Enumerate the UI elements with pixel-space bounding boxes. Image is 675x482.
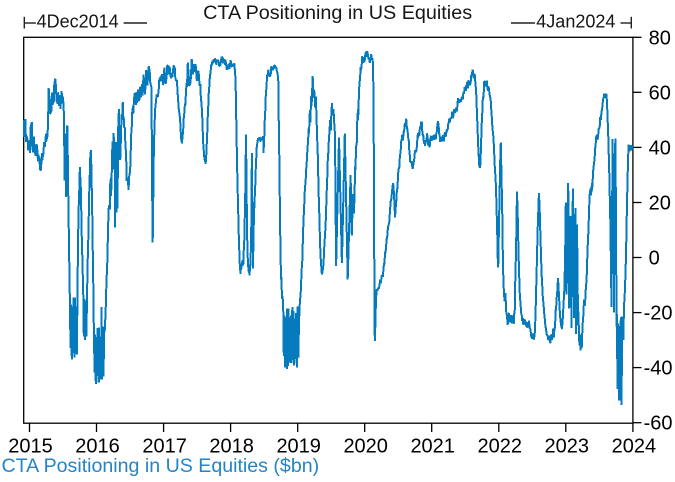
svg-text:2020: 2020 bbox=[343, 436, 388, 458]
svg-text:2016: 2016 bbox=[75, 436, 120, 458]
svg-text:2018: 2018 bbox=[209, 436, 254, 458]
svg-text:40: 40 bbox=[649, 137, 671, 159]
svg-text:2019: 2019 bbox=[276, 436, 321, 458]
svg-text:-60: -60 bbox=[644, 413, 673, 435]
svg-text:2015: 2015 bbox=[8, 436, 53, 458]
svg-text:20: 20 bbox=[649, 193, 671, 215]
svg-text:-40: -40 bbox=[644, 358, 673, 380]
svg-text:60: 60 bbox=[649, 82, 671, 104]
svg-text:2017: 2017 bbox=[142, 436, 187, 458]
svg-text:2023: 2023 bbox=[545, 436, 590, 458]
svg-text:2024: 2024 bbox=[612, 436, 657, 458]
svg-text:4Jan2024: 4Jan2024 bbox=[536, 12, 615, 32]
svg-text:-20: -20 bbox=[644, 303, 673, 325]
svg-text:80: 80 bbox=[649, 27, 671, 49]
svg-text:CTA Positioning in US Equities: CTA Positioning in US Equities ($bn) bbox=[2, 455, 320, 477]
svg-text:CTA Positioning in US Equities: CTA Positioning in US Equities bbox=[203, 2, 472, 24]
svg-text:0: 0 bbox=[649, 248, 660, 270]
svg-text:2021: 2021 bbox=[410, 436, 455, 458]
svg-text:4Dec2014: 4Dec2014 bbox=[37, 12, 119, 32]
svg-text:2022: 2022 bbox=[478, 436, 523, 458]
